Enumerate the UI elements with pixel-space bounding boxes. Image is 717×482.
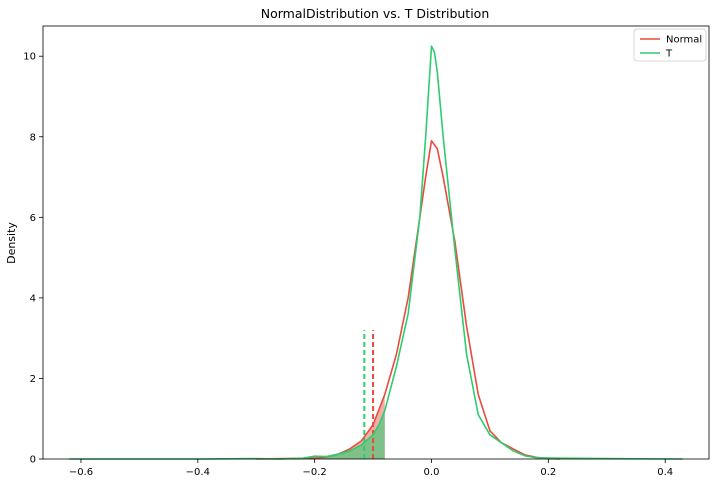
y-tick-label: 10 <box>23 52 36 63</box>
y-tick-label: 6 <box>30 213 36 224</box>
axes-frame <box>42 25 710 460</box>
x-tick-label: 0.0 <box>424 467 440 478</box>
x-tick-label: −0.6 <box>69 467 93 478</box>
legend: Normal T <box>633 28 707 62</box>
y-tick-label: 2 <box>30 374 36 385</box>
y-tick-label: 8 <box>30 132 36 143</box>
tail-shade-t <box>69 410 385 459</box>
series-line-t <box>69 45 683 460</box>
x-tick-label: 0.4 <box>657 467 673 478</box>
chart-title: NormalDistribution vs. T Distribution <box>261 6 490 21</box>
x-tick-label: −0.4 <box>186 467 210 478</box>
plot-area <box>69 45 683 460</box>
axes: −0.6 −0.4 −0.2 0.0 0.2 0.4 0 2 4 6 8 10 <box>23 25 710 478</box>
x-tick-label: −0.2 <box>303 467 327 478</box>
y-tick-label: 4 <box>30 293 36 304</box>
legend-label-normal: Normal <box>666 35 702 46</box>
y-tick-label: 0 <box>30 455 36 466</box>
legend-label-t: T <box>665 49 673 60</box>
y-axis-label: Density <box>5 222 18 264</box>
x-tick-label: 0.2 <box>540 467 556 478</box>
